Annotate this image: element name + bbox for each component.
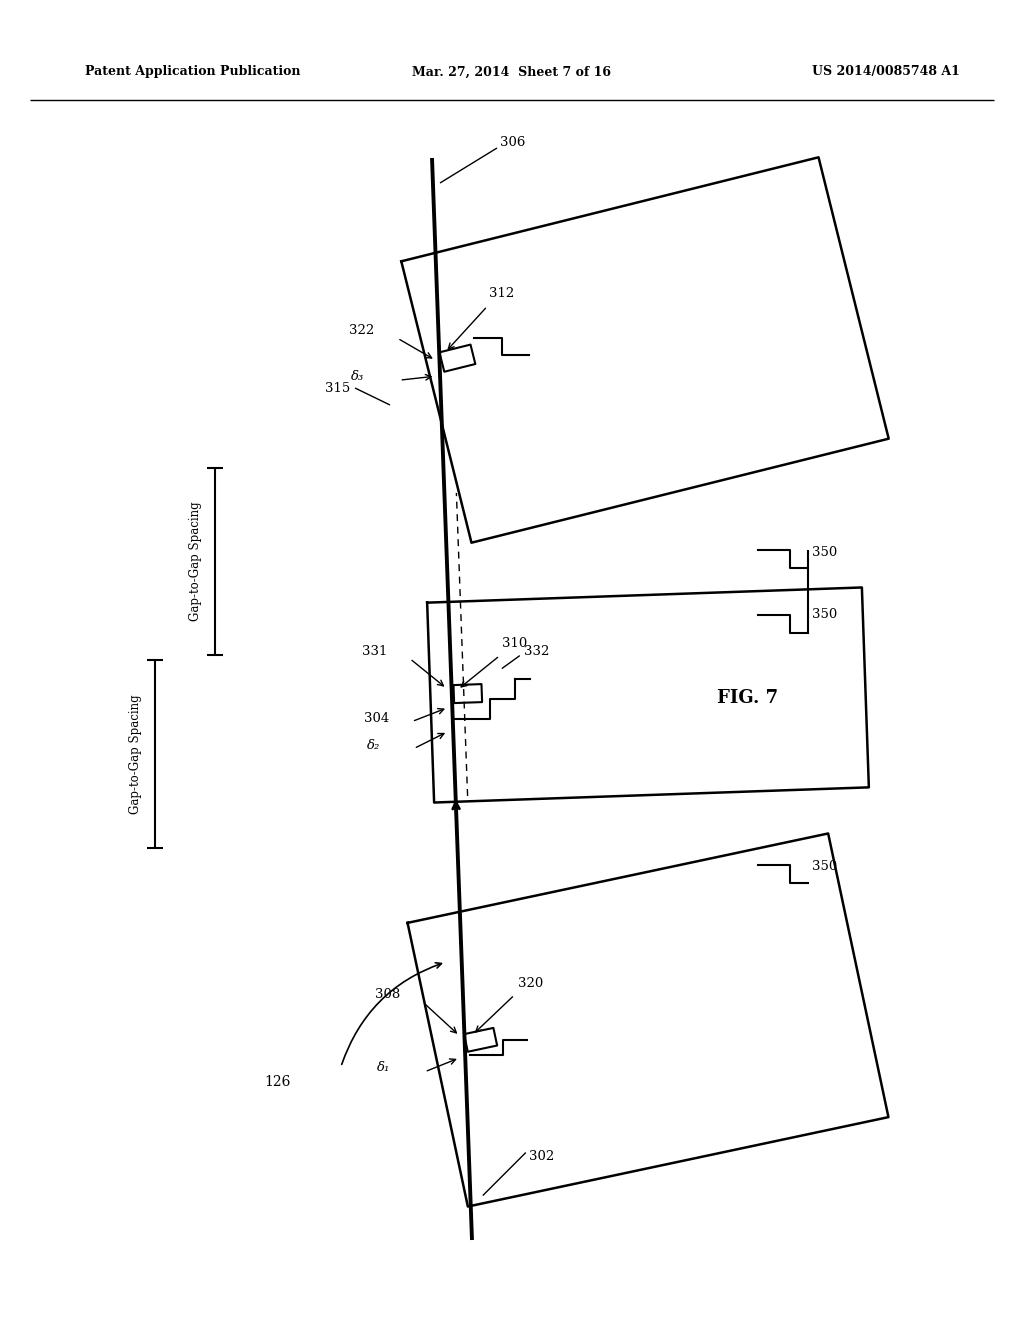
Text: 306: 306 bbox=[500, 136, 525, 149]
Text: US 2014/0085748 A1: US 2014/0085748 A1 bbox=[812, 66, 961, 78]
Text: Mar. 27, 2014  Sheet 7 of 16: Mar. 27, 2014 Sheet 7 of 16 bbox=[413, 66, 611, 78]
Text: 304: 304 bbox=[364, 711, 389, 725]
Text: δ₁: δ₁ bbox=[377, 1061, 390, 1074]
Text: δ₂: δ₂ bbox=[367, 739, 380, 752]
Text: 315: 315 bbox=[325, 381, 350, 395]
Text: Patent Application Publication: Patent Application Publication bbox=[85, 66, 300, 78]
Text: 308: 308 bbox=[375, 989, 399, 1002]
Text: 312: 312 bbox=[489, 288, 515, 300]
Text: 350: 350 bbox=[812, 859, 838, 873]
Text: 126: 126 bbox=[264, 1074, 291, 1089]
Text: 332: 332 bbox=[524, 645, 549, 659]
Text: 350: 350 bbox=[812, 545, 838, 558]
Text: δ₃: δ₃ bbox=[351, 370, 365, 383]
Text: Gap-to-Gap Spacing: Gap-to-Gap Spacing bbox=[128, 694, 141, 814]
Text: 302: 302 bbox=[528, 1150, 554, 1163]
Text: Gap-to-Gap Spacing: Gap-to-Gap Spacing bbox=[188, 502, 202, 620]
Text: 350: 350 bbox=[812, 609, 838, 622]
Text: 331: 331 bbox=[361, 645, 387, 659]
Text: 320: 320 bbox=[517, 977, 543, 990]
Text: 322: 322 bbox=[349, 323, 375, 337]
Text: FIG. 7: FIG. 7 bbox=[718, 689, 778, 708]
Text: 310: 310 bbox=[502, 636, 527, 649]
